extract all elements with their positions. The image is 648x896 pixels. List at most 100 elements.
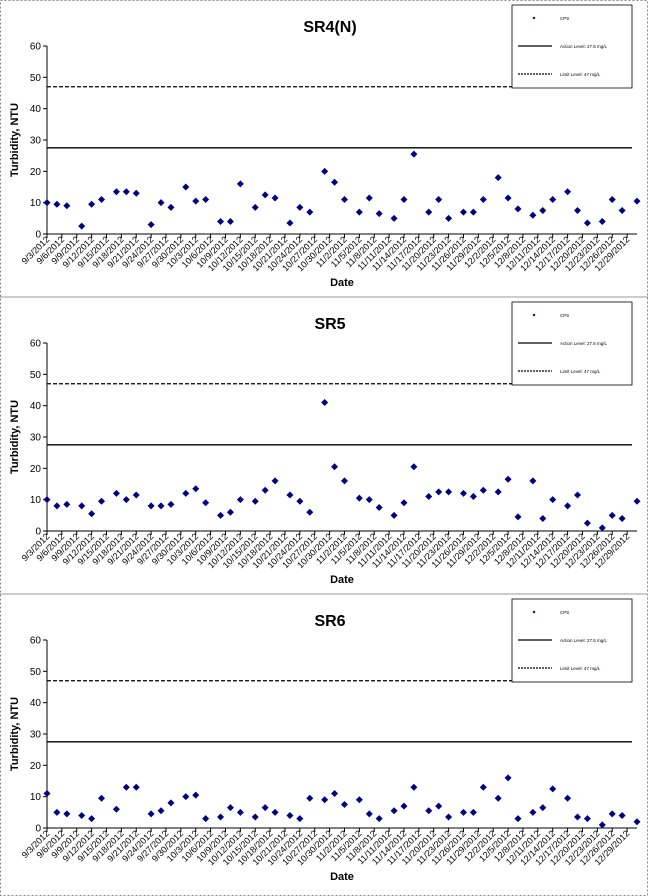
- point: [400, 802, 408, 810]
- point: [251, 813, 259, 821]
- point: [217, 511, 225, 519]
- y-tick-label: 0: [35, 824, 41, 835]
- point: [494, 488, 502, 496]
- point: [539, 804, 547, 812]
- point: [504, 194, 512, 202]
- chart-title: SR5: [314, 316, 345, 333]
- y-tick-label: 30: [30, 136, 42, 147]
- point: [375, 504, 383, 511]
- point: [306, 508, 314, 516]
- point: [583, 815, 591, 823]
- point: [355, 796, 363, 804]
- point: [321, 796, 329, 804]
- point: [435, 196, 443, 204]
- point: [147, 810, 155, 818]
- x-axis-label: Date: [330, 574, 354, 586]
- point: [226, 804, 234, 812]
- point: [529, 211, 537, 219]
- point: [425, 807, 433, 815]
- point: [286, 811, 294, 819]
- point: [122, 188, 130, 196]
- point: [365, 496, 373, 504]
- y-tick-label: 50: [30, 667, 42, 678]
- point: [78, 502, 86, 510]
- legend-label: Limit Level: 47 mg/L: [560, 666, 601, 671]
- x-axis-label: Date: [330, 277, 354, 289]
- point: [217, 813, 225, 821]
- point: [365, 194, 373, 202]
- point: [251, 203, 259, 211]
- point: [132, 189, 140, 197]
- point: [529, 477, 537, 485]
- y-tick-label: 30: [30, 730, 42, 741]
- point: [633, 497, 641, 505]
- point: [88, 815, 96, 823]
- point: [112, 805, 120, 813]
- point: [98, 794, 106, 802]
- y-tick-label: 0: [35, 527, 41, 538]
- point: [286, 491, 294, 499]
- point: [321, 399, 329, 407]
- point: [98, 196, 106, 204]
- point: [157, 807, 165, 815]
- point: [400, 499, 408, 507]
- y-tick-label: 20: [30, 464, 42, 475]
- point: [355, 208, 363, 216]
- point: [167, 500, 175, 508]
- point: [410, 783, 418, 791]
- legend-marker: [532, 313, 536, 317]
- point: [633, 197, 641, 205]
- point: [43, 496, 51, 504]
- point: [469, 493, 477, 501]
- point: [63, 810, 71, 818]
- point: [202, 196, 210, 204]
- point: [340, 801, 348, 808]
- legend-label: Action Level: 27.5 mg/L: [560, 341, 608, 346]
- legend-label: Action Level: 27.5 mg/L: [560, 44, 608, 49]
- point: [261, 191, 269, 199]
- point: [564, 794, 572, 802]
- point: [390, 807, 398, 815]
- y-axis-label: Turbidity, NTU: [9, 400, 21, 474]
- legend-label: Action Level: 27.5 mg/L: [560, 638, 608, 643]
- point: [574, 491, 582, 499]
- point: [88, 200, 96, 208]
- point: [147, 502, 155, 510]
- point: [53, 200, 61, 208]
- point: [271, 808, 279, 816]
- point: [564, 188, 572, 196]
- y-tick-label: 60: [30, 339, 42, 350]
- point: [504, 475, 512, 483]
- point: [321, 167, 329, 175]
- point: [296, 815, 304, 823]
- point: [182, 793, 190, 801]
- y-tick-label: 10: [30, 495, 42, 506]
- point: [425, 493, 433, 501]
- point: [375, 815, 383, 823]
- point: [132, 783, 140, 791]
- point: [98, 497, 106, 505]
- legend-label: CPS: [560, 16, 569, 21]
- point: [296, 497, 304, 505]
- point: [157, 502, 165, 510]
- point: [514, 513, 522, 521]
- point: [236, 808, 244, 816]
- chart-panel: SR4(N)Turbidity, NTUDate01020304050609/3…: [9, 4, 641, 289]
- legend-marker: [532, 610, 536, 614]
- point: [122, 496, 130, 504]
- point: [340, 196, 348, 204]
- point: [618, 514, 626, 522]
- point: [574, 813, 582, 821]
- point: [182, 183, 190, 191]
- y-tick-label: 50: [30, 370, 42, 381]
- point: [445, 214, 453, 222]
- point: [122, 783, 130, 791]
- x-axis-label: Date: [330, 871, 354, 883]
- point: [306, 794, 314, 802]
- point: [598, 524, 606, 532]
- y-tick-label: 20: [30, 167, 42, 178]
- point: [459, 808, 467, 816]
- point: [331, 178, 339, 186]
- point: [504, 774, 512, 782]
